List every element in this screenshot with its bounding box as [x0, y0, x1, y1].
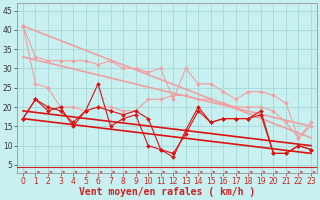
X-axis label: Vent moyen/en rafales ( km/h ): Vent moyen/en rafales ( km/h ): [79, 187, 255, 197]
